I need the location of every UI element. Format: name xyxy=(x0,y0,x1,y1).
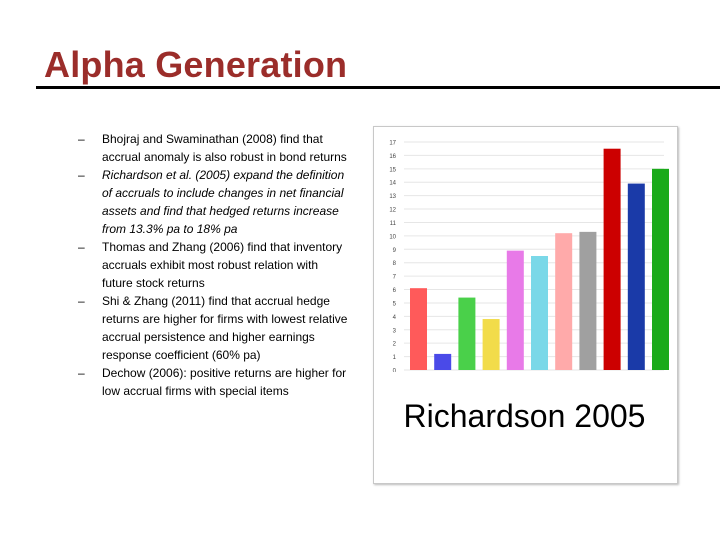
y-tick-label: 14 xyxy=(389,181,396,187)
bar xyxy=(531,256,548,370)
bar xyxy=(555,233,573,370)
y-tick-label: 4 xyxy=(393,315,397,321)
bullet-item: – Dechow (2006): positive returns are hig… xyxy=(78,364,348,400)
slide-title: Alpha Generation xyxy=(44,44,348,85)
y-tick-label: 3 xyxy=(393,328,397,334)
bar xyxy=(410,288,427,370)
y-tick-label: 16 xyxy=(389,154,396,160)
bar xyxy=(458,297,476,370)
bullet-item: – Shi & Zhang (2011) find that accrual he… xyxy=(78,292,348,364)
y-tick-label: 1 xyxy=(393,355,397,361)
bar xyxy=(506,250,524,370)
bar xyxy=(627,183,645,370)
bullet-item: – Bhojraj and Swaminathan (2008) find tha… xyxy=(78,130,348,166)
y-tick-label: 5 xyxy=(393,301,397,307)
bullet-item: – Richardson et al. (2005) expand the def… xyxy=(78,166,348,238)
bar xyxy=(652,168,669,370)
bullet-text: Dechow (2006): positive returns are high… xyxy=(102,366,347,398)
bullet-list: – Bhojraj and Swaminathan (2008) find tha… xyxy=(78,130,348,400)
bar xyxy=(482,319,500,370)
bullet-text: Bhojraj and Swaminathan (2008) find that… xyxy=(102,132,347,164)
bullet-dash: – xyxy=(78,132,85,146)
y-tick-label: 0 xyxy=(393,369,397,373)
y-tick-label: 11 xyxy=(390,221,397,227)
y-tick-label: 12 xyxy=(389,208,396,214)
bullet-dash: – xyxy=(78,240,85,254)
bullet-text: Thomas and Zhang (2006) find that invent… xyxy=(102,240,343,290)
bar xyxy=(603,148,621,370)
y-tick-label: 8 xyxy=(393,261,397,267)
y-tick-label: 17 xyxy=(389,141,396,147)
title-underline xyxy=(36,86,720,89)
bullet-dash: – xyxy=(78,366,85,380)
bullet-item: – Thomas and Zhang (2006) find that inven… xyxy=(78,238,348,292)
y-tick-label: 6 xyxy=(393,288,397,294)
y-tick-label: 13 xyxy=(389,194,396,200)
bullet-text: Richardson et al. (2005) expand the defi… xyxy=(102,168,345,236)
y-tick-label: 2 xyxy=(393,342,397,348)
bar xyxy=(434,353,452,370)
bullet-text: Shi & Zhang (2011) find that accrual hed… xyxy=(102,294,348,362)
y-tick-label: 10 xyxy=(389,234,396,240)
y-tick-label: 9 xyxy=(393,248,397,254)
bullet-dash: – xyxy=(78,294,85,308)
y-tick-label: 7 xyxy=(393,275,397,281)
bar xyxy=(579,231,597,370)
chart-caption: Richardson 2005 xyxy=(403,398,646,434)
y-tick-label: 15 xyxy=(389,167,396,173)
bullet-dash: – xyxy=(78,168,85,182)
